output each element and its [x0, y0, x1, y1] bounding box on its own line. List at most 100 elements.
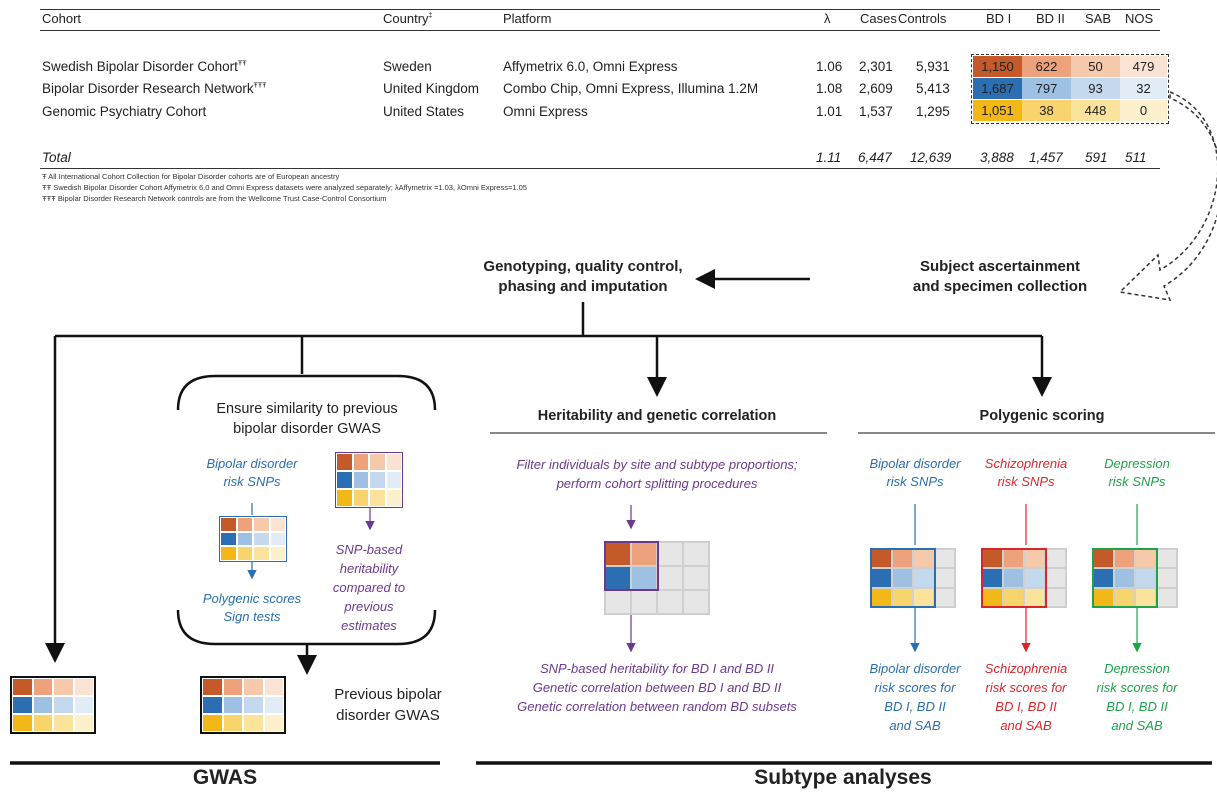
platform: Combo Chip, Omni Express, Illumina 1.2M — [503, 81, 759, 96]
controls: 5,931 — [916, 59, 950, 74]
grid-cell — [243, 678, 264, 696]
grid-cell — [222, 714, 243, 732]
gwas-section-title: GWAS — [192, 766, 258, 789]
grid-cell — [32, 714, 53, 732]
grid-cell — [236, 517, 253, 532]
grid-cell — [1156, 568, 1177, 588]
col-platform: Platform — [503, 11, 552, 26]
grid-cell — [336, 471, 353, 489]
total-bd2: 1,457 — [1029, 150, 1063, 165]
grid-cell — [934, 549, 955, 569]
grid-cell — [243, 696, 264, 714]
col-nos: NOS — [1125, 11, 1154, 26]
grid-cell — [263, 678, 284, 696]
table-header-rule — [40, 30, 1160, 31]
grid-cell — [683, 542, 709, 566]
grid-cell — [369, 453, 386, 471]
grid-cell — [657, 566, 683, 590]
grid-cell — [12, 678, 33, 696]
genotyping-label: Genotyping, quality control, phasing and … — [483, 258, 683, 295]
dep-risk-snps-top: Depression risk SNPs — [1104, 456, 1170, 489]
grid-highlight — [870, 548, 936, 608]
platform: Affymetrix 6.0, Omni Express — [503, 59, 678, 74]
grid-cell — [73, 678, 94, 696]
lambda: 1.01 — [816, 104, 843, 119]
controls: 5,413 — [916, 81, 950, 96]
country: United States — [383, 104, 465, 119]
grid-highlight — [981, 548, 1047, 608]
country: Sweden — [383, 59, 432, 74]
grid-cell — [369, 471, 386, 489]
grid-cell — [1135, 568, 1156, 588]
snp-heritability-label: SNP-based heritability compared to previous… — [332, 542, 406, 633]
total-bd1: 3,888 — [980, 150, 1014, 165]
grid-cell — [53, 714, 74, 732]
cell-bd1: 1,150 — [973, 56, 1022, 77]
cell-nos: 479 — [1120, 56, 1167, 77]
col-bd2: BD II — [1036, 11, 1065, 26]
mini-subtype-grid — [10, 676, 96, 734]
subtype-counts-block — [971, 54, 1169, 124]
scz-risk-snps-top: Schizophrenia risk SNPs — [984, 456, 1068, 489]
grid-cell — [892, 568, 913, 588]
grid-cell — [1003, 568, 1024, 588]
grid-cell — [1024, 568, 1045, 588]
grid-cell — [53, 678, 74, 696]
col-bd1: BD I — [986, 11, 1012, 26]
footnote: ŦŦŦ Bipolar Disorder Research Network co… — [42, 194, 387, 203]
grid-cell — [913, 568, 934, 588]
grid-cell — [12, 714, 33, 732]
grid-cell — [385, 453, 402, 471]
grid-cell — [352, 489, 369, 507]
col-cohort: Cohort — [42, 11, 82, 26]
mini-subtype-grid — [219, 516, 287, 562]
grid-cell — [934, 568, 955, 588]
table-bottom-rule — [40, 168, 1160, 169]
cohort-name: Swedish Bipolar Disorder CohortŦŦ — [42, 59, 247, 74]
grid-cell — [605, 590, 631, 614]
col-lambda: λ — [824, 11, 831, 26]
grid-cell — [336, 453, 353, 471]
grid-cell — [263, 696, 284, 714]
cell-bd2: 38 — [1022, 100, 1071, 121]
cell-nos: 0 — [1120, 100, 1167, 121]
total-lambda: 1.11 — [816, 150, 842, 165]
grid-cell — [631, 590, 657, 614]
grid-cell — [12, 696, 33, 714]
grid-cell — [269, 531, 286, 547]
cell-bd1: 1,051 — [973, 100, 1022, 121]
grid-cell — [1045, 549, 1066, 569]
polygenic-scores-label: Polygenic scores Sign tests — [202, 591, 302, 624]
filter-label: Filter individuals by site and subtype p… — [516, 457, 798, 491]
cohort-name: Bipolar Disorder Research NetworkŦŦŦ — [42, 81, 267, 96]
grid-cell — [73, 714, 94, 732]
ensure-similarity-label: Ensure similarity to previous bipolar dis… — [216, 401, 398, 437]
grid-cell — [253, 531, 270, 547]
grid-cell — [1045, 568, 1066, 588]
cell-bd1: 1,687 — [973, 78, 1022, 99]
grid-cell — [631, 566, 657, 590]
grid-cell — [73, 696, 94, 714]
grid-highlight — [1092, 548, 1158, 608]
grid-cell — [222, 678, 243, 696]
grid-cell — [1114, 568, 1135, 588]
footnote: ŦŦ Swedish Bipolar Disorder Cohort Affym… — [42, 183, 527, 192]
grid-cell — [352, 453, 369, 471]
grid-cell — [631, 542, 657, 566]
grid-cell — [683, 566, 709, 590]
grid-cell — [336, 489, 353, 507]
bd-risk-scores: Bipolar disorder risk scores for BD I, BD … — [869, 661, 961, 733]
grid-cell — [269, 517, 286, 532]
grid-highlight — [604, 541, 659, 591]
grid-cell — [385, 471, 402, 489]
grid-cell — [1045, 587, 1066, 607]
col-sab: SAB — [1085, 11, 1112, 26]
heritability-results: SNP-based heritability for BD I and BD I… — [517, 661, 797, 714]
grid-cell — [202, 696, 223, 714]
mini-subtype-grid — [335, 452, 403, 508]
cell-nos: 32 — [1120, 78, 1167, 99]
cell-sab: 50 — [1071, 56, 1120, 77]
bd-risk-snps-label: Bipolar disorder risk SNPs — [206, 456, 298, 489]
grid-cell — [32, 678, 53, 696]
